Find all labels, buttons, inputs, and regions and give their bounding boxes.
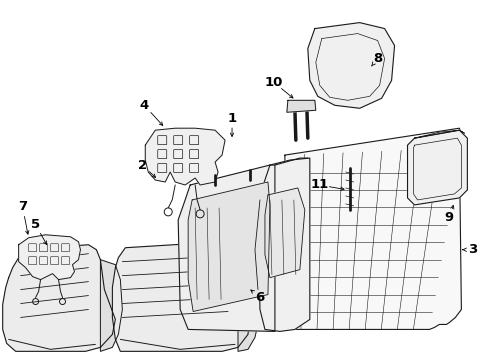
Polygon shape	[258, 158, 309, 332]
Polygon shape	[307, 23, 394, 108]
Polygon shape	[238, 260, 260, 351]
Polygon shape	[264, 188, 304, 278]
Text: 4: 4	[140, 99, 149, 112]
Text: 8: 8	[372, 52, 382, 65]
Text: 7: 7	[18, 201, 27, 213]
Text: 10: 10	[264, 76, 283, 89]
Text: 5: 5	[31, 218, 40, 231]
Polygon shape	[178, 165, 274, 332]
Text: 3: 3	[467, 243, 476, 256]
Polygon shape	[145, 128, 224, 185]
Polygon shape	[407, 130, 467, 205]
Text: 2: 2	[138, 158, 146, 172]
Polygon shape	[112, 242, 249, 351]
Text: 11: 11	[310, 179, 328, 192]
Polygon shape	[100, 260, 122, 351]
Polygon shape	[2, 245, 115, 351]
Text: 1: 1	[227, 112, 236, 125]
Polygon shape	[188, 182, 269, 311]
Text: 6: 6	[255, 291, 264, 304]
Polygon shape	[286, 100, 315, 112]
Text: 9: 9	[444, 211, 453, 224]
Polygon shape	[19, 235, 81, 280]
Polygon shape	[285, 128, 464, 329]
